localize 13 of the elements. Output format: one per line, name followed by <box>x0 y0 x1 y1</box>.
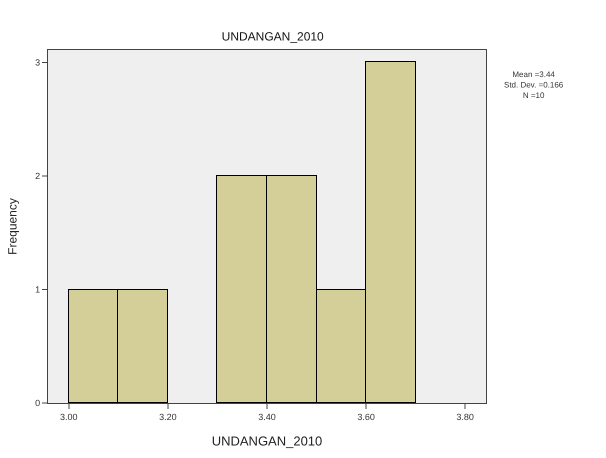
y-axis-title: Frequency <box>5 198 20 255</box>
x-tick-label: 3.20 <box>159 412 177 422</box>
x-axis-title: UNDANGAN_2010 <box>212 433 322 448</box>
y-tick-label: 3 <box>35 58 40 68</box>
y-tick-label: 2 <box>35 171 40 182</box>
x-tick-label: 3.60 <box>357 412 375 422</box>
chart-title: UNDANGAN_2010 <box>222 29 324 44</box>
x-tick-label: 3.40 <box>258 412 276 422</box>
text: Mean =3.44 Std. Dev. =0.166 N =10 <box>504 70 564 100</box>
x-tick-label: 3.00 <box>60 412 78 422</box>
y-tick-label: 1 <box>35 284 40 295</box>
x-tick-label: 3.80 <box>456 412 474 422</box>
y-tick-label: 0 <box>35 398 40 408</box>
